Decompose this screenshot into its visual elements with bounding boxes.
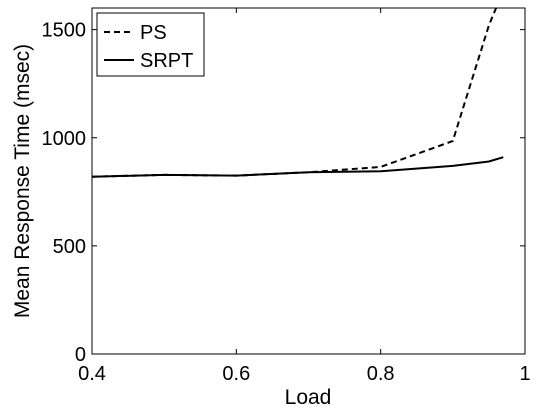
y-tick-label: 0 — [75, 344, 86, 366]
x-tick-label: 0.4 — [78, 363, 106, 385]
y-tick-label: 1000 — [42, 128, 87, 150]
x-axis-title: Load — [285, 386, 332, 409]
series-layer — [92, 8, 504, 178]
y-axis-title: Mean Response Time (msec) — [11, 44, 34, 318]
x-tick-label: 1 — [519, 363, 530, 385]
legend-box — [96, 12, 205, 77]
legend-ps-label: PS — [140, 22, 167, 44]
legend: PS SRPT — [96, 12, 205, 77]
x-tick-label: 0.8 — [367, 363, 395, 385]
y-tick-label: 1500 — [42, 20, 87, 42]
ticks-layer: 0.4 0.6 0.8 1 0 500 1000 1500 — [42, 8, 531, 385]
y-tick-label: 500 — [53, 236, 86, 258]
legend-srpt-label: SRPT — [140, 50, 193, 72]
series-line-srpt — [92, 156, 504, 178]
x-tick-label: 0.6 — [222, 363, 250, 385]
